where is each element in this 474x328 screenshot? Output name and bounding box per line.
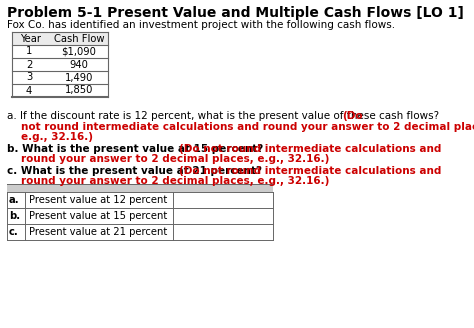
Bar xyxy=(7,224,273,240)
Text: (Do not round intermediate calculations and: (Do not round intermediate calculations … xyxy=(179,144,441,154)
Text: c.: c. xyxy=(9,227,19,237)
Text: 4: 4 xyxy=(26,86,32,95)
Text: $1,090: $1,090 xyxy=(62,47,96,56)
Text: e.g., 32.16.): e.g., 32.16.) xyxy=(21,132,93,142)
Text: 3: 3 xyxy=(26,72,32,83)
Text: Year: Year xyxy=(20,33,42,44)
Text: Present value at 15 percent: Present value at 15 percent xyxy=(29,211,167,221)
Bar xyxy=(7,184,273,192)
Text: b. What is the present value at 15 percent?: b. What is the present value at 15 perce… xyxy=(7,144,267,154)
Text: Present value at 21 percent: Present value at 21 percent xyxy=(29,227,167,237)
Text: Present value at 12 percent: Present value at 12 percent xyxy=(29,195,167,205)
Text: (Do not round intermediate calculations and: (Do not round intermediate calculations … xyxy=(179,166,441,175)
Text: a. If the discount rate is 12 percent, what is the present value of these cash f: a. If the discount rate is 12 percent, w… xyxy=(7,111,442,121)
Text: round your answer to 2 decimal places, e.g., 32.16.): round your answer to 2 decimal places, e… xyxy=(21,154,329,164)
Text: c. What is the present value at 21 percent?: c. What is the present value at 21 perce… xyxy=(7,166,265,175)
Text: 1: 1 xyxy=(26,47,32,56)
Bar xyxy=(7,192,273,208)
Text: (Do: (Do xyxy=(342,111,363,121)
Text: 2: 2 xyxy=(26,59,32,70)
Text: 1,490: 1,490 xyxy=(65,72,93,83)
Text: not round intermediate calculations and round your answer to 2 decimal places,: not round intermediate calculations and … xyxy=(21,121,474,132)
Text: b.: b. xyxy=(9,211,20,221)
Text: a.: a. xyxy=(9,195,19,205)
Bar xyxy=(7,208,273,224)
Text: 1,850: 1,850 xyxy=(65,86,93,95)
Bar xyxy=(12,32,108,45)
Text: Problem 5-1 Present Value and Multiple Cash Flows [LO 1]: Problem 5-1 Present Value and Multiple C… xyxy=(7,6,464,20)
Text: round your answer to 2 decimal places, e.g., 32.16.): round your answer to 2 decimal places, e… xyxy=(21,176,329,186)
Text: 940: 940 xyxy=(70,59,89,70)
Text: Cash Flow: Cash Flow xyxy=(54,33,104,44)
Text: Fox Co. has identified an investment project with the following cash flows.: Fox Co. has identified an investment pro… xyxy=(7,20,395,30)
